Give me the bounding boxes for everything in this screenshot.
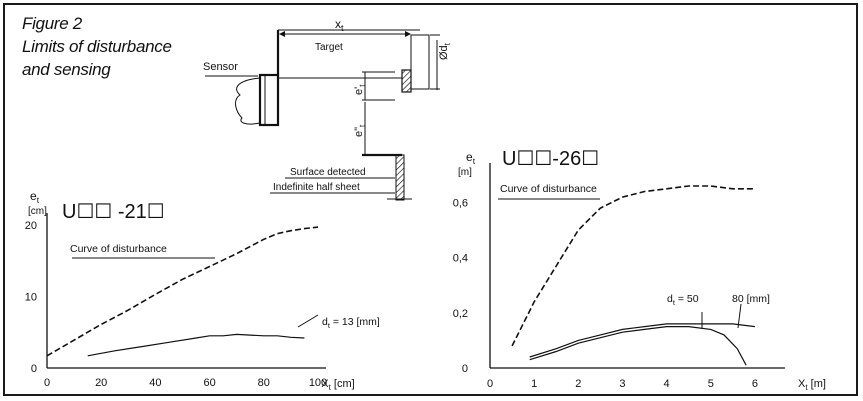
target-label: Target (315, 42, 343, 53)
x-tick-label: 0 (44, 377, 50, 389)
y-axis-label: et (30, 189, 40, 205)
legend-label-2: dt = 50 (667, 293, 699, 307)
x-axis-label: Xt [cm] (321, 378, 354, 392)
et1-label: e't (353, 84, 367, 95)
x-tick-label: 80 (258, 377, 270, 389)
surface-detected-label: Surface detected (290, 167, 366, 178)
x-tick-label: 60 (203, 377, 215, 389)
x-tick-label: 20 (95, 377, 107, 389)
legend-label-1: Curve of disturbance (70, 243, 167, 255)
legend-label-2: dt = 13 [mm] (322, 316, 380, 330)
y-tick-label: 20 (25, 220, 37, 232)
x-tick-label: 100 (309, 377, 327, 389)
x-tick-label: 6 (752, 378, 758, 390)
target-plate (278, 34, 430, 93)
series-line-3 (529, 323, 755, 358)
chart-title: U☐☐-26☐ (502, 148, 599, 170)
figure-caption-line-2: and sensing (22, 60, 111, 79)
legend-label-3: 80 [mm] (732, 293, 770, 305)
chart-u-26: U☐☐-26☐ et[m] Xt [m] 0 1 2 3 4 5 6 0 0,2 0,4 0,6 Curve… (453, 148, 826, 392)
xt-label: xt (335, 17, 344, 33)
figure-caption-line-1: Limits of disturbance (22, 37, 172, 56)
y-axis-label: et (466, 150, 476, 166)
figure-number: Figure 2 (22, 14, 82, 33)
chart-u-21: U☐☐ -21☐ et[cm] Xt [cm] 0 20 40 60 80 100 0 10 20 Cu… (25, 189, 380, 392)
y-tick-label: 0 (462, 363, 468, 375)
x-tick-label: 2 (575, 378, 581, 390)
series-line-2 (529, 326, 747, 366)
x-tick-label: 1 (531, 378, 537, 390)
half-sheet-label: Indefinite half sheet (273, 182, 360, 193)
sensor-label: Sensor (203, 61, 238, 73)
chart-title: U☐☐ -21☐ (62, 201, 165, 223)
y-tick-label: 10 (25, 292, 37, 304)
figure-caption: Figure 2 Limits of disturbance and sensi… (22, 12, 172, 81)
x-tick-label: 40 (149, 377, 161, 389)
y-tick-label: 0,2 (453, 308, 468, 320)
y-tick-label: 0 (31, 363, 37, 375)
legend-leader-2 (297, 314, 319, 328)
x-tick-label: 0 (487, 378, 493, 390)
diagram-labels: Sensor xt Target Ødt e't e"t Surface det… (203, 17, 452, 193)
legend-label-1: Curve of disturbance (500, 183, 597, 195)
et2-label: e"t (353, 124, 367, 137)
x-tick-label: 5 (708, 378, 714, 390)
sensor-body (235, 29, 420, 127)
y-tick-label: 0,6 (453, 198, 468, 210)
legend-leader-3 (737, 303, 742, 329)
y-axis-unit: [cm] (28, 206, 47, 217)
series-line-1 (46, 226, 319, 357)
x-tick-label: 3 (619, 378, 625, 390)
figure-frame (3, 3, 858, 396)
series-line-2 (87, 333, 305, 357)
dt-label: Ødt (438, 42, 452, 60)
series-line-1 (511, 185, 755, 347)
x-axis-label: Xt [m] (798, 378, 826, 392)
half-sheet (387, 154, 412, 201)
y-axis-unit: [m] (458, 167, 472, 178)
x-tick-label: 4 (664, 378, 670, 390)
sensing-geometry-diagram (205, 29, 440, 201)
y-tick-label: 0,4 (453, 253, 468, 265)
